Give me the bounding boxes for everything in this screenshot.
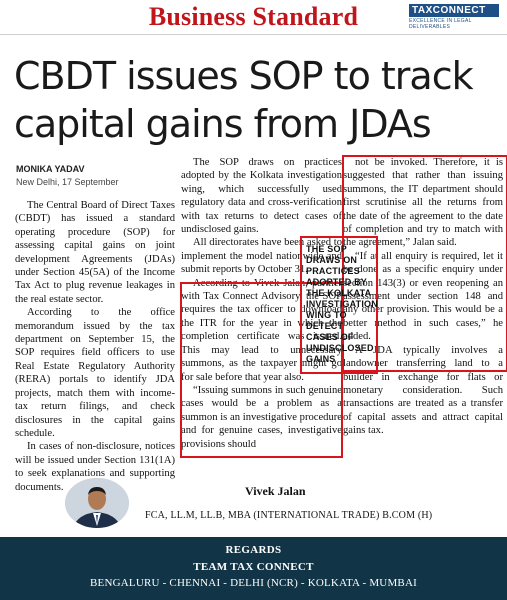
dateline: New Delhi, 17 September	[16, 177, 119, 187]
taxconnect-logo: TAXCONNECT EXCELLENCE IN LEGAL DELIVERAB…	[409, 4, 499, 30]
pull-quote: THE SOP DRAWS ON PRACTICES ADOPTED BY TH…	[306, 244, 378, 364]
author-avatar	[65, 478, 129, 528]
paragraph: The Central Board of Direct Taxes (CBDT)…	[15, 200, 175, 305]
logo-tagline: EXCELLENCE IN LEGAL DELIVERABLES	[409, 18, 472, 30]
logo-text: TAXCONNECT	[409, 4, 499, 17]
paragraph: “If at all enquiry is required, let it b…	[343, 250, 503, 343]
author-credentials: FCA, LL.M, LL.B, MBA (INTERNATIONAL TRAD…	[145, 510, 433, 521]
headline-line-1: CBDT issues SOP to track	[14, 54, 474, 98]
byline: MONIKA YADAV	[16, 164, 85, 174]
footer-team: TEAM TAX CONNECT	[193, 561, 314, 573]
highlight-box-pull-quote	[300, 236, 378, 374]
article-column-2: The SOP draws on practices adopted by th…	[181, 156, 342, 451]
footer-cities: BENGALURU - CHENNAI - DELHI (NCR) - KOLK…	[90, 577, 417, 589]
article-column-3: not be invoked. Therefore, it is suggest…	[343, 156, 503, 438]
paragraph: According to the office memorandum issue…	[15, 307, 175, 439]
footer-regards: REGARDS	[225, 544, 282, 556]
headline-line-2: capital gains from JDAs	[14, 102, 432, 146]
newspaper-name: Business Standard	[148, 2, 359, 31]
footer-banner: REGARDS TEAM TAX CONNECT BENGALURU - CHE…	[0, 537, 507, 600]
article-column-1: The Central Board of Direct Taxes (CBDT)…	[15, 199, 175, 494]
masthead: Business Standard TAXCONNECT EXCELLENCE …	[0, 0, 507, 35]
paragraph: “Issuing summons in such genuine cases w…	[181, 384, 342, 450]
person-icon	[65, 478, 129, 528]
highlight-box-jalan	[180, 282, 343, 458]
author-name: Vivek Jalan	[245, 484, 306, 498]
article-headline: CBDT issues SOP to track capital gains f…	[14, 52, 494, 148]
paragraph: not be invoked. Therefore, it is suggest…	[343, 157, 503, 249]
paragraph: In cases of non-disclosure, notices will…	[15, 441, 175, 493]
paragraph: All directorates have been asked to impl…	[181, 237, 342, 276]
paragraph: A JDA typically involves a landowner tra…	[343, 344, 503, 437]
paragraph: The SOP draws on practices adopted by th…	[181, 157, 342, 236]
